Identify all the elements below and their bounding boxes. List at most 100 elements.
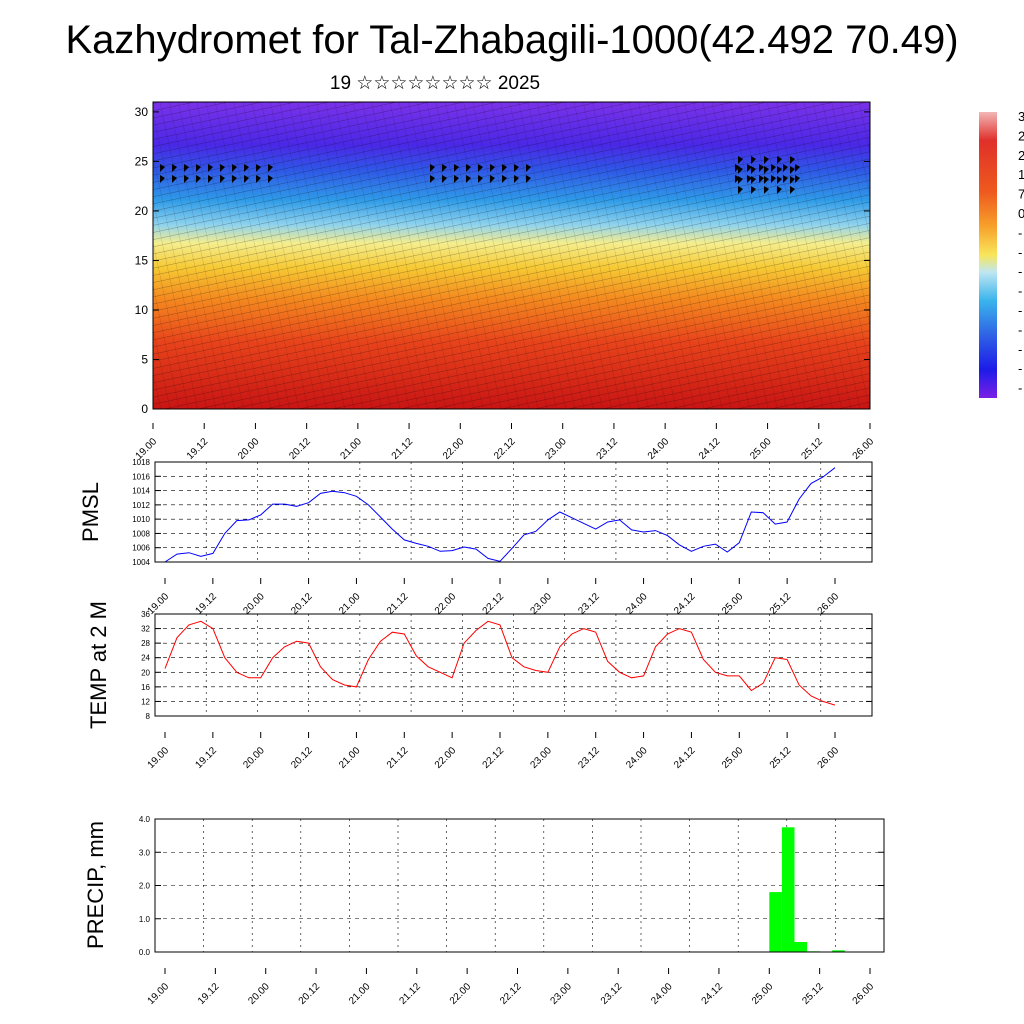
- colorbar: 3 2 2 1 7 0 - - - - - - - - -: [979, 109, 1024, 398]
- x-tick-label: 24.12: [697, 436, 723, 462]
- colorbar-strip: [979, 112, 997, 398]
- y-tick-label: 8: [146, 712, 151, 721]
- page-title: Kazhydromet for Tal-Zhabagili-1000(42.49…: [65, 18, 959, 62]
- colorbar-label: 3: [1018, 109, 1024, 124]
- wind-flag-mark: [759, 164, 764, 172]
- x-tick-label: 24.00: [646, 436, 672, 462]
- colorbar-label: -: [1018, 245, 1022, 260]
- x-tick-label: 21.12: [385, 745, 411, 771]
- wind-flag-mark: [738, 176, 743, 184]
- y-tick-label: 36: [141, 610, 150, 619]
- x-tick-label: 23.12: [576, 745, 602, 771]
- x-tick-label: 23.12: [595, 436, 621, 462]
- wind-flag-mark: [256, 175, 261, 183]
- temp-series-line: [164, 620, 836, 706]
- x-tick-label: 22.00: [441, 436, 467, 462]
- wind-flag-mark: [208, 175, 213, 183]
- y-tick-label: 20: [141, 668, 150, 677]
- colorbar-labels: 3 2 2 1 7 0 - - - - - - - - -: [1018, 109, 1024, 396]
- x-tick-label: 24.00: [649, 981, 675, 1007]
- wind-flag-mark: [526, 164, 531, 172]
- y-tick-label: 32: [141, 625, 150, 634]
- x-tick-label: 25.00: [720, 745, 746, 771]
- x-tick-label: 22.00: [448, 981, 474, 1007]
- wind-flag-mark: [795, 175, 800, 183]
- chart-subtitle-date: 19 ☆☆☆☆☆☆☆☆ 2025: [329, 73, 541, 94]
- x-tick-label: 26.00: [851, 436, 877, 462]
- x-tick-label: 26.00: [851, 981, 877, 1007]
- pmsl-series-line: [164, 467, 836, 563]
- y-tick-label: 3.0: [139, 848, 151, 857]
- colorbar-label: 0: [1018, 206, 1024, 221]
- pmsl-y-axis-label: PMSL: [78, 482, 103, 542]
- section-y-axis: 0 5 10 15 20 25 30: [135, 105, 870, 416]
- x-tick-label: 24.12: [700, 981, 726, 1007]
- wind-flag-mark: [751, 186, 756, 194]
- wind-flag-mark: [759, 175, 764, 183]
- wind-flag-mark: [478, 164, 483, 172]
- y-tick-label: 10: [135, 303, 149, 317]
- y-tick-label: 24: [141, 654, 150, 663]
- wind-flag-mark: [208, 164, 213, 172]
- colorbar-label: 1: [1018, 167, 1024, 182]
- colorbar-label: -: [1018, 361, 1022, 376]
- wind-flag-mark: [777, 166, 782, 174]
- wind-flag-mark: [790, 176, 795, 184]
- pmsl-grid: [155, 462, 872, 562]
- wind-flag-mark: [738, 186, 743, 194]
- wind-flag-mark: [256, 164, 261, 172]
- wind-flag-mark: [790, 166, 795, 174]
- x-tick-label: 22.00: [433, 591, 459, 617]
- wind-flag-mark: [196, 175, 201, 183]
- x-tick-label: 25.00: [750, 981, 776, 1007]
- wind-flag-mark: [160, 175, 165, 183]
- colorbar-label: -: [1018, 264, 1022, 279]
- wind-flag-mark: [184, 175, 189, 183]
- wind-flag-mark: [790, 156, 795, 164]
- x-tick-label: 24.00: [624, 591, 650, 617]
- y-tick-label: 25: [135, 154, 149, 168]
- pmsl-x-axis: 19.00 19.12 20.00 20.12 21.00 21.12 22.00 22.12…: [146, 578, 841, 617]
- x-tick-label: 24.00: [624, 745, 650, 771]
- wind-flag-mark: [172, 175, 177, 183]
- section-x-axis: 19.00 19.12 20.00 20.12 21.00 21.12 22.00 22.12…: [134, 423, 877, 462]
- wind-flag-mark: [232, 164, 237, 172]
- wind-flags-group: [160, 156, 800, 194]
- x-tick-label: 20.00: [246, 981, 272, 1007]
- y-tick-label: 1008: [132, 529, 150, 538]
- wind-flag-mark: [783, 175, 788, 183]
- wind-flag-mark: [466, 175, 471, 183]
- precip-y-axis: 0.0 1.0 2.0 3.0 4.0: [139, 815, 884, 957]
- x-tick-label: 23.12: [576, 591, 602, 617]
- y-tick-label: 1016: [132, 472, 150, 481]
- wind-flag-mark: [244, 175, 249, 183]
- y-tick-label: 20: [135, 204, 149, 218]
- x-tick-label: 21.12: [390, 436, 416, 462]
- precip-grid: [155, 819, 884, 952]
- wind-flag-mark: [764, 176, 769, 184]
- y-tick-label: 28: [141, 639, 150, 648]
- wind-flag-mark: [735, 164, 740, 172]
- wind-flag-mark: [430, 164, 435, 172]
- x-tick-label: 21.12: [397, 981, 423, 1007]
- wind-flag-mark: [268, 164, 273, 172]
- wind-flag-mark: [502, 175, 507, 183]
- wind-flag-mark: [751, 166, 756, 174]
- temp-y-axis-label: TEMP at 2 M: [86, 601, 111, 729]
- colorbar-label: 2: [1018, 148, 1024, 163]
- y-tick-label: 1004: [132, 558, 150, 567]
- wind-flag-mark: [751, 156, 756, 164]
- x-tick-label: 19.00: [146, 745, 172, 771]
- wind-flag-mark: [160, 164, 165, 172]
- wind-flag-mark: [735, 175, 740, 183]
- temp-y-axis: 8 12 16 20 24 28 32 36: [141, 610, 872, 721]
- wind-flag-mark: [454, 164, 459, 172]
- x-tick-label: 19.12: [194, 745, 220, 771]
- precip-y-axis-label: PRECIP, mm: [83, 821, 108, 949]
- precip-bar: [781, 827, 795, 952]
- y-tick-label: 0: [141, 402, 148, 416]
- section-wind-streaks: [153, 102, 870, 409]
- wind-flag-mark: [244, 164, 249, 172]
- precip-bar: [769, 892, 782, 952]
- x-tick-label: 20.12: [289, 591, 315, 617]
